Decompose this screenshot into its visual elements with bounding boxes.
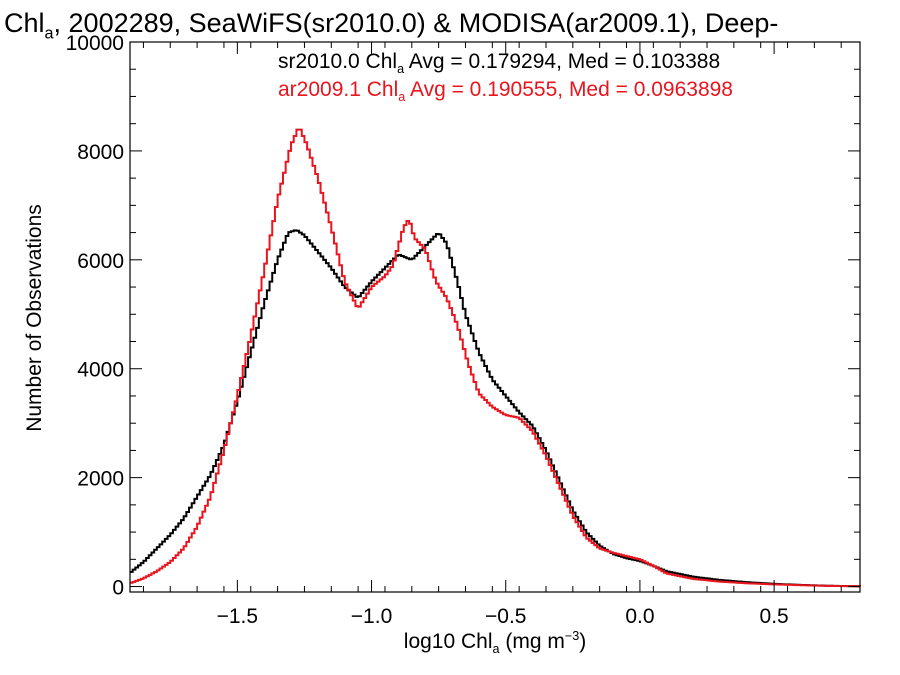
y-tick-label: 2000 xyxy=(77,468,124,491)
title-chl: Chl xyxy=(4,8,45,38)
legend-sr2010-post: Avg = 0.179294, Med = 0.103388 xyxy=(404,50,721,73)
legend-ar2009-sub: a xyxy=(398,90,406,105)
x-tick-label: −0.5 xyxy=(485,605,526,628)
x-tick-label: 0.5 xyxy=(760,605,789,628)
plot-frame xyxy=(129,41,861,593)
y-axis-label: Number of Observations xyxy=(23,204,46,432)
xlabel-pre: log10 Chl xyxy=(403,630,493,653)
legend-sr2010: sr2010.0 Chla Avg = 0.179294, Med = 0.10… xyxy=(278,50,720,76)
x-tick-label: 0.0 xyxy=(625,605,654,628)
y-tick-label: 8000 xyxy=(77,141,124,164)
xlabel-mid: (mg m xyxy=(499,630,565,653)
y-tick-label: 6000 xyxy=(77,250,124,273)
xlabel-sup: −3 xyxy=(564,629,580,643)
legend-sr2010-sub: a xyxy=(397,62,405,77)
y-tick-label: 0 xyxy=(112,577,124,600)
legend-sr2010-pre: sr2010.0 Chl xyxy=(278,50,398,73)
series-line-sr2010.0 xyxy=(130,229,861,588)
legend-ar2009-post: Avg = 0.190555, Med = 0.0963898 xyxy=(405,78,733,101)
x-axis-label: log10 Chla (mg m−3) xyxy=(0,629,900,656)
x-tick-label: −1.0 xyxy=(351,605,392,628)
y-tick-label: 4000 xyxy=(77,359,124,382)
legend-ar2009: ar2009.1 Chla Avg = 0.190555, Med = 0.09… xyxy=(278,78,733,104)
x-tick-label: −1.5 xyxy=(217,605,258,628)
legend-ar2009-pre: ar2009.1 Chl xyxy=(278,78,399,101)
xlabel-post: ) xyxy=(579,630,587,653)
series-line-ar2009.1 xyxy=(130,128,861,588)
xlabel-sub: a xyxy=(492,642,500,657)
chart-title: Chla, 2002289, SeaWiFS(sr2010.0) & MODIS… xyxy=(4,8,778,43)
title-subscript: a xyxy=(44,24,54,43)
y-tick-label: 10000 xyxy=(66,32,124,55)
title-rest: , 2002289, SeaWiFS(sr2010.0) & MODISA(ar… xyxy=(53,8,779,38)
